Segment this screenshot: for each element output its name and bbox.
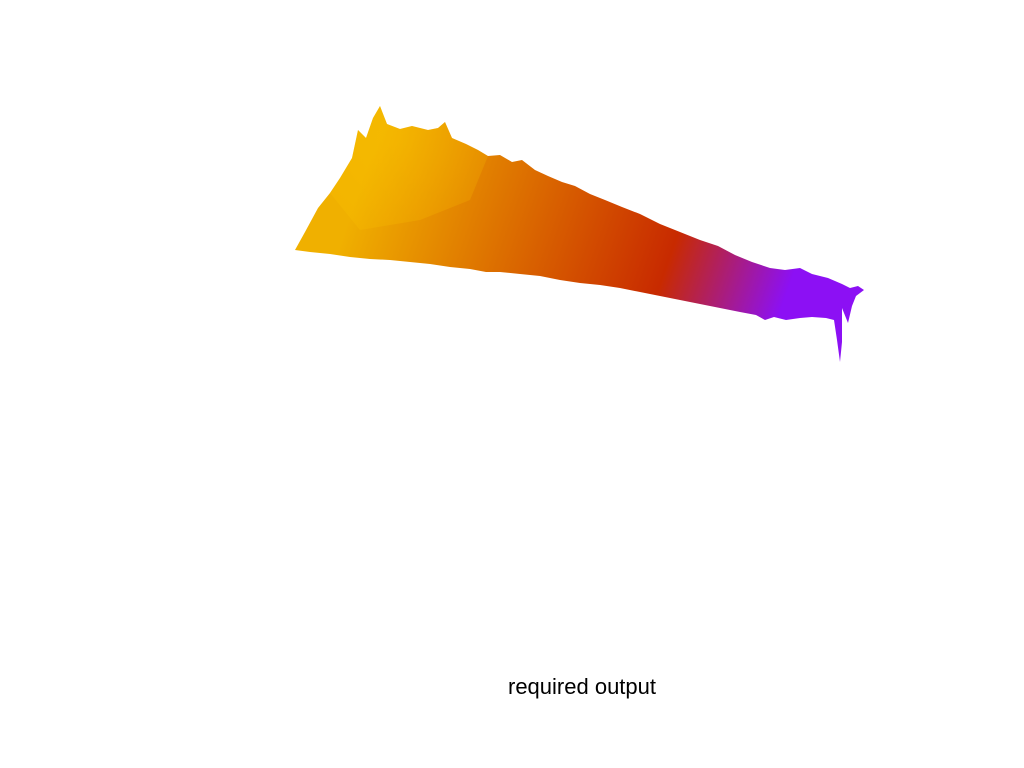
x-axis-label: required output [508,674,656,699]
surface-highlight [330,106,488,230]
